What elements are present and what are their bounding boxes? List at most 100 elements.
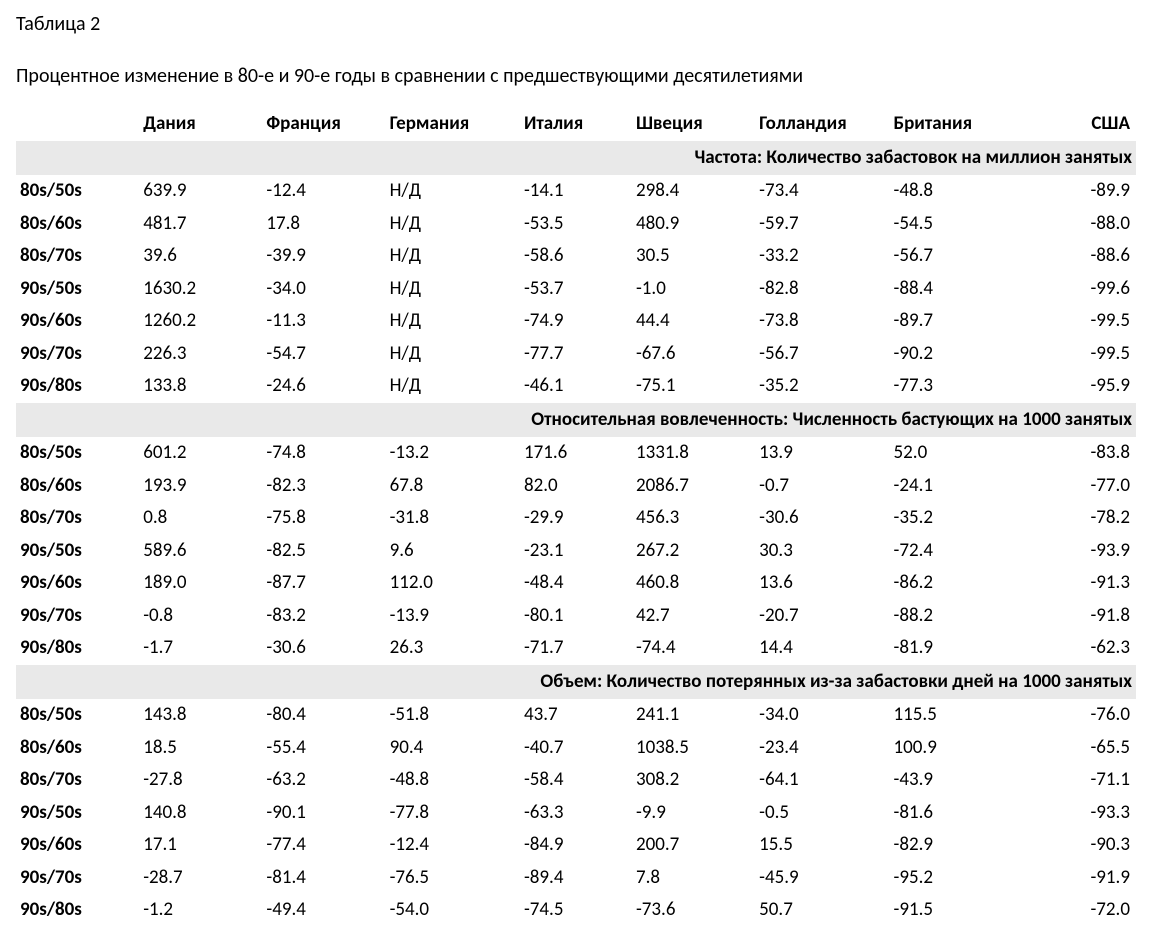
table-cell: -53.7	[520, 273, 632, 306]
table-cell: Н/Д	[386, 240, 520, 273]
table-cell: -77.0	[1024, 470, 1136, 503]
table-cell: 189.0	[139, 567, 262, 600]
section-header: Объем: Количество потерянных из-за забас…	[16, 665, 1136, 700]
table-cell: -93.9	[1024, 535, 1136, 568]
table-cell: 82.0	[520, 470, 632, 503]
table-cell: -73.4	[755, 175, 889, 208]
table-cell: 44.4	[632, 305, 755, 338]
table-row: 90s/60s189.0-87.7112.0-48.4460.813.6-86.…	[16, 567, 1136, 600]
row-label: 80s/60s	[16, 732, 139, 765]
table-cell: -89.9	[1024, 175, 1136, 208]
table-cell: 100.9	[890, 732, 1024, 765]
table-cell: -76.5	[386, 862, 520, 895]
table-row: 80s/60s193.9-82.367.882.02086.7-0.7-24.1…	[16, 470, 1136, 503]
table-cell: -33.2	[755, 240, 889, 273]
table-cell: -73.6	[632, 894, 755, 927]
table-row: 90s/50s1630.2-34.0Н/Д-53.7-1.0-82.8-88.4…	[16, 273, 1136, 306]
table-cell: -54.7	[262, 338, 385, 371]
table-cell: -72.0	[1024, 894, 1136, 927]
row-label: 90s/80s	[16, 894, 139, 927]
table-cell: 308.2	[632, 764, 755, 797]
table-cell: 9.6	[386, 535, 520, 568]
table-row: 80s/60s18.5-55.490.4-40.71038.5-23.4100.…	[16, 732, 1136, 765]
table-cell: 39.6	[139, 240, 262, 273]
table-cell: 30.5	[632, 240, 755, 273]
table-cell: -89.7	[890, 305, 1024, 338]
table-cell: -49.4	[262, 894, 385, 927]
section-header: Относительная вовлеченность: Численность…	[16, 403, 1136, 438]
table-cell: 13.9	[755, 437, 889, 470]
table-cell: -24.6	[262, 370, 385, 403]
table-cell: -51.8	[386, 699, 520, 732]
table-cell: -86.2	[890, 567, 1024, 600]
col-header-germany: Германия	[386, 108, 520, 141]
table-cell: -11.3	[262, 305, 385, 338]
table-cell: 17.8	[262, 208, 385, 241]
table-cell: -27.8	[139, 764, 262, 797]
table-row: 90s/60s17.1-77.4-12.4-84.9200.715.5-82.9…	[16, 829, 1136, 862]
table-cell: -84.9	[520, 829, 632, 862]
table-cell: 589.6	[139, 535, 262, 568]
table-cell: Н/Д	[386, 273, 520, 306]
row-label: 90s/50s	[16, 535, 139, 568]
table-cell: 226.3	[139, 338, 262, 371]
col-header-denmark: Дания	[139, 108, 262, 141]
table-row: 80s/50s143.8-80.4-51.843.7241.1-34.0115.…	[16, 699, 1136, 732]
table-row: 80s/50s639.9-12.4Н/Д-14.1298.4-73.4-48.8…	[16, 175, 1136, 208]
col-header-italy: Италия	[520, 108, 632, 141]
table-cell: 115.5	[890, 699, 1024, 732]
header-row: Дания Франция Германия Италия Швеция Гол…	[16, 108, 1136, 141]
col-header-blank	[16, 108, 139, 141]
table-cell: 140.8	[139, 797, 262, 830]
row-label: 80s/70s	[16, 502, 139, 535]
table-cell: -58.6	[520, 240, 632, 273]
table-cell: 7.8	[632, 862, 755, 895]
col-header-sweden: Швеция	[632, 108, 755, 141]
table-cell: -23.4	[755, 732, 889, 765]
table-cell: -54.5	[890, 208, 1024, 241]
col-header-holland: Голландия	[755, 108, 889, 141]
table-cell: 200.7	[632, 829, 755, 862]
table-cell: -75.1	[632, 370, 755, 403]
row-label: 80s/70s	[16, 240, 139, 273]
table-cell: -48.8	[386, 764, 520, 797]
table-cell: -88.0	[1024, 208, 1136, 241]
table-cell: -72.4	[890, 535, 1024, 568]
table-cell: -45.9	[755, 862, 889, 895]
col-header-france: Франция	[262, 108, 385, 141]
table-cell: -81.9	[890, 632, 1024, 665]
table-cell: 1331.8	[632, 437, 755, 470]
table-cell: 639.9	[139, 175, 262, 208]
table-cell: -13.2	[386, 437, 520, 470]
table-cell: 26.3	[386, 632, 520, 665]
table-cell: -88.4	[890, 273, 1024, 306]
table-cell: -74.8	[262, 437, 385, 470]
table-cell: Н/Д	[386, 338, 520, 371]
table-cell: -54.0	[386, 894, 520, 927]
col-header-usa: США	[1024, 108, 1136, 141]
table-cell: -35.2	[890, 502, 1024, 535]
table-cell: 112.0	[386, 567, 520, 600]
row-label: 80s/50s	[16, 437, 139, 470]
table-cell: -1.2	[139, 894, 262, 927]
data-table: Дания Франция Германия Италия Швеция Гол…	[16, 108, 1136, 927]
table-cell: -65.5	[1024, 732, 1136, 765]
table-cell: -71.1	[1024, 764, 1136, 797]
table-row: 80s/70s39.6-39.9Н/Д-58.630.5-33.2-56.7-8…	[16, 240, 1136, 273]
table-cell: -99.5	[1024, 338, 1136, 371]
table-cell: -91.5	[890, 894, 1024, 927]
table-cell: -83.8	[1024, 437, 1136, 470]
table-cell: -34.0	[755, 699, 889, 732]
table-cell: -76.0	[1024, 699, 1136, 732]
table-cell: -30.6	[755, 502, 889, 535]
table-cell: -89.4	[520, 862, 632, 895]
table-cell: -90.3	[1024, 829, 1136, 862]
table-row: 80s/60s481.717.8Н/Д-53.5480.9-59.7-54.5-…	[16, 208, 1136, 241]
table-row: 80s/50s601.2-74.8-13.2171.61331.813.952.…	[16, 437, 1136, 470]
table-cell: -62.3	[1024, 632, 1136, 665]
table-cell: -88.2	[890, 600, 1024, 633]
table-cell: -82.8	[755, 273, 889, 306]
table-cell: -74.4	[632, 632, 755, 665]
table-cell: Н/Д	[386, 370, 520, 403]
table-cell: 601.2	[139, 437, 262, 470]
